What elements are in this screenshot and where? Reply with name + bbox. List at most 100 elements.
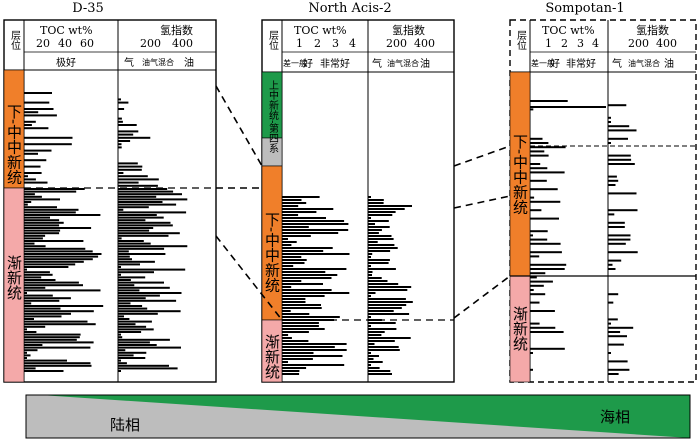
well-d35-layer-header: 层位 xyxy=(9,30,21,50)
log-bar xyxy=(118,362,127,365)
log-bar xyxy=(368,292,376,294)
well-d35-toc-tick: 20 xyxy=(36,37,50,50)
log-bar xyxy=(368,298,406,300)
log-bar xyxy=(608,331,621,333)
well-d35-hi-bars xyxy=(118,98,188,372)
log-bar xyxy=(118,214,157,216)
log-bar xyxy=(368,355,379,357)
log-bar xyxy=(24,266,69,268)
log-bar xyxy=(608,263,613,266)
log-bar xyxy=(24,292,27,294)
log-bar xyxy=(368,214,393,216)
log-bar xyxy=(118,136,151,139)
log-bar xyxy=(608,251,638,254)
log-bar xyxy=(118,143,122,146)
log-bar xyxy=(118,357,146,359)
log-bar xyxy=(282,358,313,360)
log-bar xyxy=(530,217,559,220)
zone-label: 渐新统 xyxy=(263,334,281,380)
log-bar xyxy=(368,313,410,315)
log-bar xyxy=(608,209,638,212)
log-bar xyxy=(24,111,39,114)
log-bar xyxy=(24,240,84,242)
log-bar xyxy=(118,120,123,123)
log-bar xyxy=(368,280,388,282)
log-bar xyxy=(24,219,60,222)
log-bar xyxy=(282,370,300,372)
log-bar xyxy=(608,175,617,178)
log-bar xyxy=(530,322,540,325)
log-bar xyxy=(282,238,288,240)
well-d35-title: D-35 xyxy=(72,1,104,16)
log-bar xyxy=(24,165,41,168)
correlation-lines xyxy=(24,85,511,321)
zone-label: 渐新统 xyxy=(5,255,23,301)
log-bar xyxy=(530,368,533,371)
log-bar xyxy=(24,143,72,146)
well-sompotan-1-hi-class-oil: 油 xyxy=(664,57,674,70)
log-bar xyxy=(530,146,566,149)
log-bar xyxy=(282,244,292,246)
log-bar xyxy=(368,346,399,348)
log-bar xyxy=(24,323,96,326)
log-bar xyxy=(24,159,47,162)
well-d35-hi-tick: 400 xyxy=(172,37,193,50)
log-bar xyxy=(118,219,146,222)
log-bar xyxy=(608,179,619,182)
log-bar xyxy=(118,211,187,214)
log-bar xyxy=(282,373,300,375)
well-north-acis-2-toc-tick: 3 xyxy=(332,37,339,50)
log-bar xyxy=(608,343,624,346)
well-sompotan-1-hi-bars xyxy=(608,104,638,375)
log-bar xyxy=(608,213,615,216)
log-bar xyxy=(24,245,46,248)
log-bar xyxy=(118,229,150,232)
log-bar xyxy=(118,190,174,193)
log-bar xyxy=(24,247,86,250)
log-bar xyxy=(24,190,77,193)
well-d35: D-35 层位 TOC wt% 20 40 60 极好 氢指数 200 400 … xyxy=(3,1,217,383)
log-bar xyxy=(282,220,345,222)
log-bar xyxy=(608,226,625,228)
log-bar xyxy=(282,265,294,267)
log-bar xyxy=(282,310,291,312)
log-bar xyxy=(530,352,533,354)
log-bar xyxy=(530,196,535,199)
well-d35-hi-title: 氢指数 xyxy=(160,23,193,37)
facies-wedge: 陆相 海相 xyxy=(25,394,691,439)
log-bar xyxy=(118,221,171,224)
log-bar xyxy=(530,293,546,296)
log-bar xyxy=(24,294,53,297)
log-bar xyxy=(530,163,541,165)
well-sompotan-1-toc-tick: 2 xyxy=(561,37,568,50)
log-bar xyxy=(24,328,27,331)
log-bar xyxy=(368,229,382,231)
log-bar xyxy=(118,224,173,227)
log-bar xyxy=(282,346,335,348)
log-bar xyxy=(530,108,534,111)
log-bar xyxy=(24,237,43,240)
connector-right-0 xyxy=(453,145,511,167)
well-north-acis-2-hi-class-mixed: 油气混合 xyxy=(387,58,419,68)
log-bar xyxy=(118,184,158,187)
log-bar xyxy=(118,146,122,149)
well-north-acis-2-toc-tick: 4 xyxy=(349,37,356,50)
well-d35-toc-tick: 40 xyxy=(58,37,72,50)
log-bar xyxy=(282,316,340,318)
log-bar xyxy=(530,280,553,283)
log-bar xyxy=(282,325,319,327)
log-bar xyxy=(368,277,382,279)
log-bar xyxy=(368,283,399,285)
log-bar xyxy=(24,242,35,245)
log-bar xyxy=(118,286,170,289)
log-bar xyxy=(282,208,334,210)
log-bar xyxy=(24,315,62,318)
log-bar xyxy=(24,318,34,320)
log-bar xyxy=(368,220,389,222)
log-bar xyxy=(530,268,565,270)
well-north-acis-2-toc-title: TOC wt% xyxy=(294,24,347,37)
log-bar xyxy=(118,359,121,362)
log-bar xyxy=(608,154,631,157)
well-north-acis-2-toc-class: 差 xyxy=(283,58,291,68)
well-d35-hi-class-mixed: 油气混合 xyxy=(142,57,174,67)
